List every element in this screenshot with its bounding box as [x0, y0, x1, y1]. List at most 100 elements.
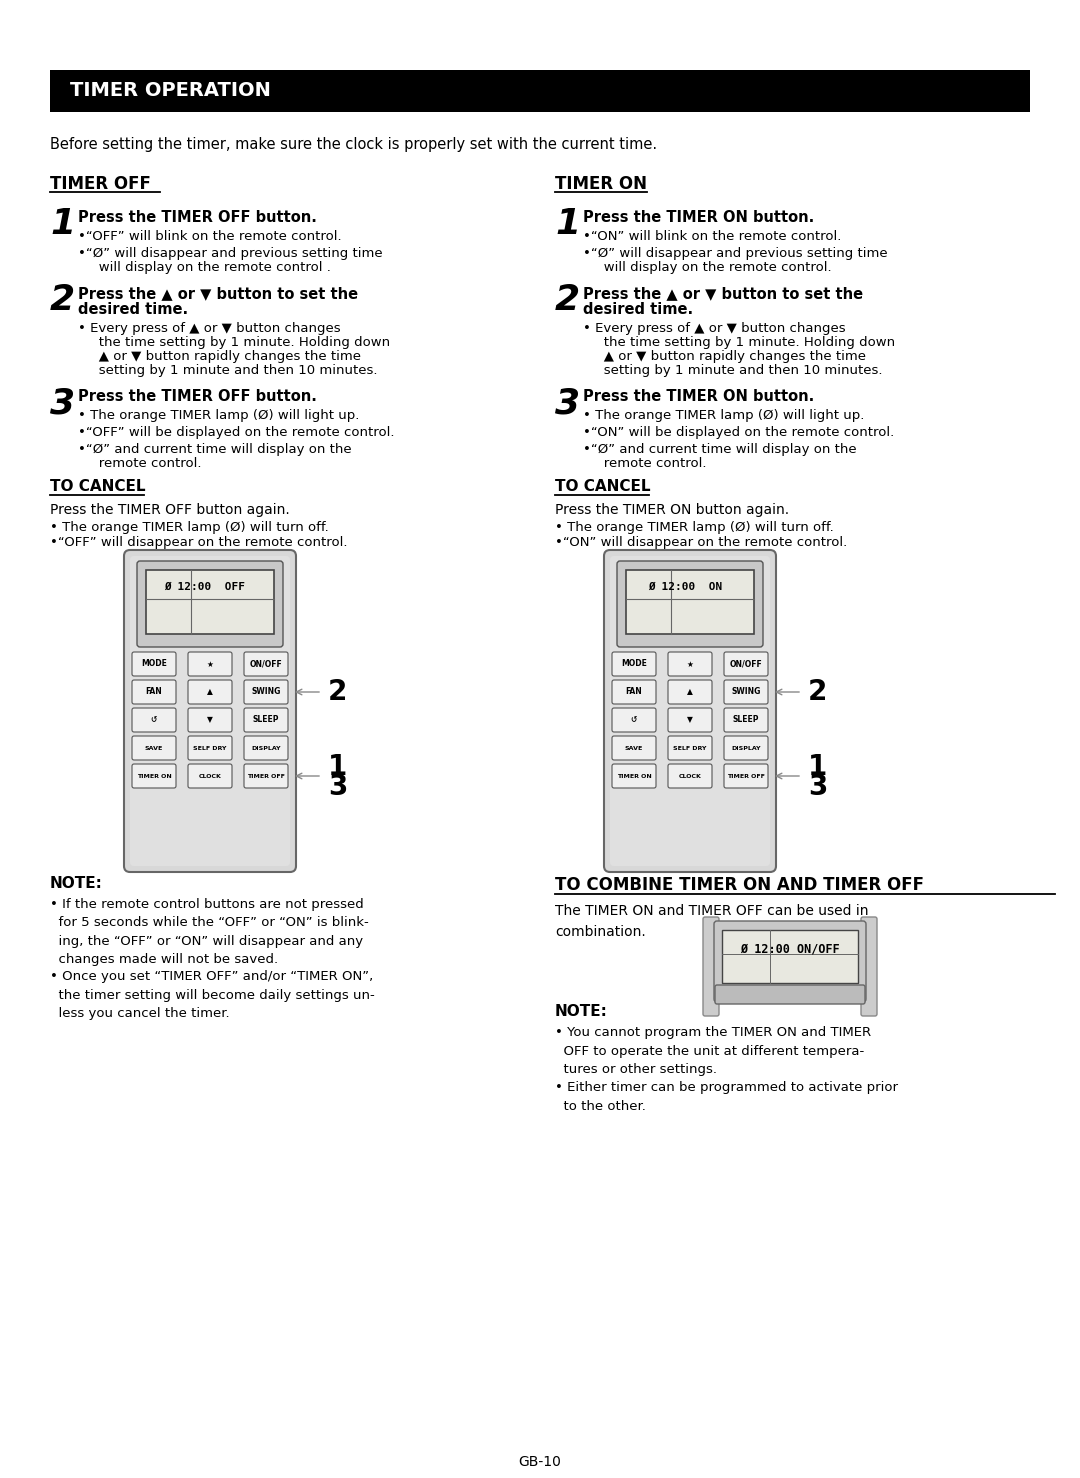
Text: SAVE: SAVE: [145, 745, 163, 751]
Text: •“ON” will be displayed on the remote control.: •“ON” will be displayed on the remote co…: [583, 426, 894, 439]
Text: CLOCK: CLOCK: [199, 773, 221, 779]
Text: Press the TIMER OFF button.: Press the TIMER OFF button.: [78, 210, 316, 225]
FancyBboxPatch shape: [188, 708, 232, 732]
Text: will display on the remote control.: will display on the remote control.: [591, 262, 832, 273]
Text: ▲: ▲: [207, 687, 213, 696]
FancyBboxPatch shape: [130, 556, 291, 866]
Text: •“Ø” and current time will display on the: •“Ø” and current time will display on th…: [583, 443, 856, 457]
Text: setting by 1 minute and then 10 minutes.: setting by 1 minute and then 10 minutes.: [591, 364, 882, 377]
Text: remote control.: remote control.: [591, 457, 706, 470]
Text: Ø 12:00  OFF: Ø 12:00 OFF: [164, 582, 245, 593]
Text: Press the TIMER ON button again.: Press the TIMER ON button again.: [555, 503, 789, 517]
Text: TIMER OFF: TIMER OFF: [50, 174, 151, 194]
FancyBboxPatch shape: [703, 916, 719, 1015]
Text: ▼: ▼: [687, 715, 693, 724]
FancyBboxPatch shape: [610, 556, 770, 866]
FancyBboxPatch shape: [714, 921, 866, 1002]
FancyBboxPatch shape: [669, 764, 712, 788]
FancyBboxPatch shape: [724, 764, 768, 788]
Text: Press the TIMER ON button.: Press the TIMER ON button.: [583, 389, 814, 403]
FancyBboxPatch shape: [724, 736, 768, 760]
Text: setting by 1 minute and then 10 minutes.: setting by 1 minute and then 10 minutes.: [86, 364, 378, 377]
Text: ▲ or ▼ button rapidly changes the time: ▲ or ▼ button rapidly changes the time: [591, 350, 866, 364]
Text: The TIMER ON and TIMER OFF can be used in
combination.: The TIMER ON and TIMER OFF can be used i…: [555, 905, 868, 939]
FancyBboxPatch shape: [715, 984, 865, 1004]
Text: TIMER OFF: TIMER OFF: [727, 773, 765, 779]
FancyBboxPatch shape: [244, 736, 288, 760]
Text: TIMER OPERATION: TIMER OPERATION: [70, 81, 271, 101]
Text: Press the ▲ or ▼ button to set the: Press the ▲ or ▼ button to set the: [78, 287, 359, 302]
Text: 3: 3: [555, 386, 580, 420]
Text: 2: 2: [50, 282, 76, 316]
FancyBboxPatch shape: [669, 652, 712, 675]
Text: FAN: FAN: [625, 687, 643, 696]
Text: Press the ▲ or ▼ button to set the: Press the ▲ or ▼ button to set the: [583, 287, 863, 302]
Text: SWING: SWING: [731, 687, 760, 696]
FancyBboxPatch shape: [132, 736, 176, 760]
Text: MODE: MODE: [621, 659, 647, 668]
Text: Press the TIMER OFF button again.: Press the TIMER OFF button again.: [50, 503, 289, 517]
Text: the time setting by 1 minute. Holding down: the time setting by 1 minute. Holding do…: [86, 336, 390, 349]
Text: •“Ø” will disappear and previous setting time: •“Ø” will disappear and previous setting…: [583, 247, 888, 260]
FancyBboxPatch shape: [724, 708, 768, 732]
FancyBboxPatch shape: [132, 708, 176, 732]
Text: • Once you set “TIMER OFF” and/or “TIMER ON”,
  the timer setting will become da: • Once you set “TIMER OFF” and/or “TIMER…: [50, 970, 375, 1020]
Text: • The orange TIMER lamp (Ø) will turn off.: • The orange TIMER lamp (Ø) will turn of…: [50, 522, 328, 534]
Text: 1: 1: [808, 752, 827, 780]
Text: desired time.: desired time.: [583, 302, 693, 316]
FancyBboxPatch shape: [669, 736, 712, 760]
Text: SAVE: SAVE: [625, 745, 643, 751]
Text: ▲ or ▼ button rapidly changes the time: ▲ or ▼ button rapidly changes the time: [86, 350, 361, 364]
Text: SWING: SWING: [252, 687, 281, 696]
Text: ★: ★: [687, 659, 693, 668]
FancyBboxPatch shape: [132, 680, 176, 704]
Text: 1: 1: [50, 207, 76, 241]
Text: TO COMBINE TIMER ON AND TIMER OFF: TO COMBINE TIMER ON AND TIMER OFF: [555, 876, 924, 894]
Text: will display on the remote control .: will display on the remote control .: [86, 262, 330, 273]
FancyBboxPatch shape: [244, 708, 288, 732]
Text: ON/OFF: ON/OFF: [730, 659, 762, 668]
FancyBboxPatch shape: [723, 930, 858, 983]
FancyBboxPatch shape: [146, 571, 274, 634]
FancyBboxPatch shape: [132, 652, 176, 675]
Text: •“ON” will blink on the remote control.: •“ON” will blink on the remote control.: [583, 231, 841, 242]
FancyBboxPatch shape: [669, 680, 712, 704]
FancyBboxPatch shape: [612, 764, 656, 788]
Text: NOTE:: NOTE:: [50, 876, 103, 891]
Text: TIMER ON: TIMER ON: [617, 773, 651, 779]
Text: 3: 3: [50, 386, 76, 420]
Text: TO CANCEL: TO CANCEL: [555, 479, 650, 494]
Text: • Every press of ▲ or ▼ button changes: • Every press of ▲ or ▼ button changes: [78, 322, 340, 336]
Text: 3: 3: [808, 773, 827, 801]
Text: FAN: FAN: [146, 687, 162, 696]
Text: CLOCK: CLOCK: [678, 773, 701, 779]
Text: ▼: ▼: [207, 715, 213, 724]
Text: ★: ★: [206, 659, 214, 668]
Text: DISPLAY: DISPLAY: [252, 745, 281, 751]
Text: Press the TIMER OFF button.: Press the TIMER OFF button.: [78, 389, 316, 403]
Text: Press the TIMER ON button.: Press the TIMER ON button.: [583, 210, 814, 225]
FancyBboxPatch shape: [612, 680, 656, 704]
FancyBboxPatch shape: [188, 680, 232, 704]
Text: 2: 2: [555, 282, 580, 316]
Text: SELF DRY: SELF DRY: [673, 745, 706, 751]
Text: • If the remote control buttons are not pressed
  for 5 seconds while the “OFF” : • If the remote control buttons are not …: [50, 899, 368, 967]
FancyBboxPatch shape: [124, 550, 296, 872]
FancyBboxPatch shape: [244, 652, 288, 675]
Text: •“OFF” will disappear on the remote control.: •“OFF” will disappear on the remote cont…: [50, 537, 348, 548]
Text: 2: 2: [328, 678, 348, 706]
Text: • The orange TIMER lamp (Ø) will light up.: • The orange TIMER lamp (Ø) will light u…: [78, 409, 360, 423]
FancyBboxPatch shape: [137, 562, 283, 647]
Text: TIMER OFF: TIMER OFF: [247, 773, 285, 779]
Text: MODE: MODE: [141, 659, 167, 668]
Text: •“Ø” will disappear and previous setting time: •“Ø” will disappear and previous setting…: [78, 247, 382, 260]
FancyBboxPatch shape: [724, 680, 768, 704]
FancyBboxPatch shape: [244, 764, 288, 788]
Text: ▲: ▲: [687, 687, 693, 696]
FancyBboxPatch shape: [188, 652, 232, 675]
Text: remote control.: remote control.: [86, 457, 202, 470]
Text: • Either timer can be programmed to activate prior
  to the other.: • Either timer can be programmed to acti…: [555, 1080, 897, 1113]
Text: SLEEP: SLEEP: [732, 715, 759, 724]
Bar: [50, 69, 1030, 112]
Text: desired time.: desired time.: [78, 302, 188, 316]
